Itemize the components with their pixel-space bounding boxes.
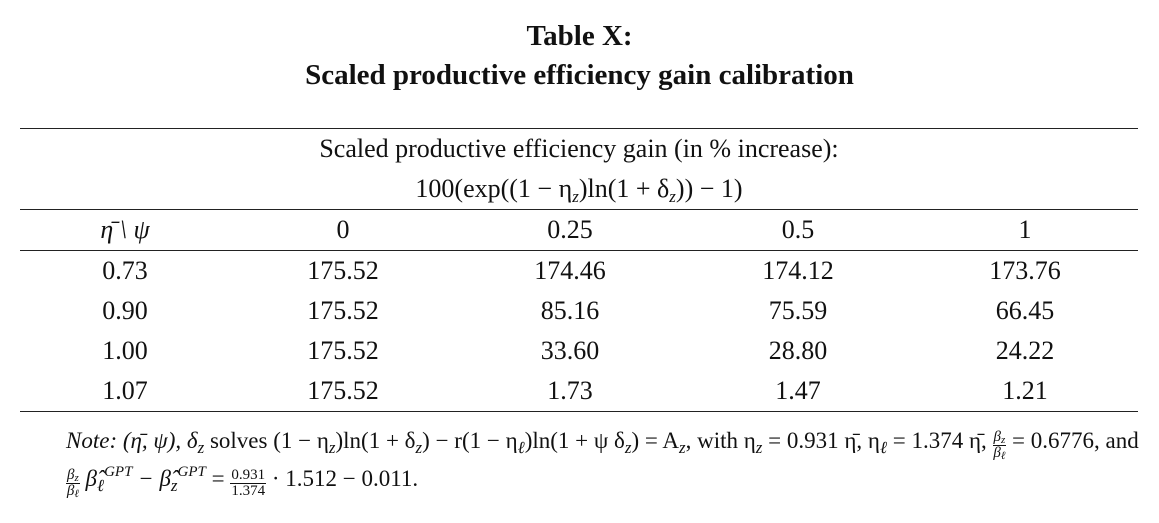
note-sub: z	[678, 438, 686, 457]
note-sub: z	[170, 476, 178, 495]
formula-sub: z	[669, 187, 676, 206]
note-sub: ℓ	[879, 438, 888, 457]
table-cell: 174.12	[762, 256, 834, 285]
table-cell: 0.90	[102, 296, 148, 325]
table-cell: 174.46	[534, 256, 606, 285]
note-text: =	[205, 466, 231, 491]
note-text: ) = A	[631, 428, 679, 453]
table-cell: 1.07	[20, 371, 230, 412]
frac-sub: ℓ	[74, 488, 79, 500]
frac-sub: ℓ	[1000, 450, 1006, 462]
note-text: · 1.512 − 0.011.	[266, 466, 419, 491]
table-cell: 75.59	[768, 296, 828, 325]
note-sub: ℓ	[96, 476, 105, 495]
table-cell: 175.52	[230, 371, 456, 412]
table-cell: 66.45	[995, 296, 1055, 325]
caption: Scaled productive efficiency gain (in % …	[20, 128, 1138, 169]
frac-part: β	[66, 483, 75, 499]
note-sup: GPT	[177, 464, 206, 480]
fraction: βz βℓ	[992, 429, 1007, 462]
column-header: 0.25	[456, 209, 684, 251]
table-cell: 24.22	[995, 336, 1055, 365]
note-sup: GPT	[104, 464, 133, 480]
formula-sub: z	[572, 187, 579, 206]
fraction: βz βℓ	[66, 467, 80, 500]
table-row: 0.73 175.52 174.46 174.12 173.76	[20, 251, 1138, 292]
formula-row: 100(exp((1 − ηz)ln(1 + δz)) − 1)	[20, 169, 1138, 210]
note-text: = 0.931 η̄, η	[762, 428, 880, 453]
table-cell: 1.21	[912, 371, 1138, 412]
caption-row: Scaled productive efficiency gain (in % …	[20, 128, 1138, 169]
note-text: = 0.6776, and	[1006, 428, 1139, 453]
table-cell: 33.60	[540, 336, 600, 365]
table-row: 0.90 175.52 85.16 75.59 66.45	[20, 291, 1138, 331]
note-text: , with η	[685, 428, 756, 453]
frac-part: β	[993, 429, 1002, 445]
note-label: Note:	[66, 428, 118, 453]
title-line: Scaled productive efficiency gain calibr…	[305, 59, 854, 91]
note-sub: z	[755, 438, 763, 457]
frac-part: β	[993, 445, 1001, 461]
table-cell: 85.16	[540, 296, 600, 325]
table-cell: 1.47	[684, 371, 912, 412]
column-header: 1	[912, 209, 1138, 251]
table-cell: 175.52	[307, 336, 379, 365]
formula-part: )) − 1)	[675, 174, 743, 203]
note-text: = 1.374 η̄,	[887, 428, 993, 453]
header-row: η̄ \ ψ 0 0.25 0.5 1	[20, 209, 1138, 251]
note-sub: z	[624, 438, 632, 457]
frac-sub: z	[74, 472, 79, 484]
title-line: Table X:	[526, 20, 633, 52]
fraction: 0.931 1.374	[230, 467, 267, 499]
note: Note: (η̄, ψ), δz solves (1 − ηz)ln(1 + …	[66, 423, 1146, 500]
table-row: 1.07 175.52 1.73 1.47 1.21	[20, 371, 1138, 412]
table-cell: 1.73	[456, 371, 684, 412]
column-header: 0	[230, 209, 456, 251]
note-text: solves (1 − η	[204, 428, 329, 453]
table-cell: 175.52	[307, 256, 379, 285]
frac-part: 0.931	[230, 467, 267, 484]
note-text: (η̄, ψ), δ	[117, 428, 198, 453]
table-cell: 1.00	[102, 336, 148, 365]
note-sub: ℓ	[517, 438, 525, 457]
table-cell: 173.76	[989, 256, 1061, 285]
table: Scaled productive efficiency gain (in % …	[20, 128, 1138, 412]
column-header: 0.5	[684, 209, 912, 251]
table-row: 1.00 175.52 33.60 28.80 24.22	[20, 331, 1138, 371]
frac-part: 1.374	[231, 483, 266, 499]
note-text: β̂	[79, 466, 97, 491]
frac-sub: z	[1001, 434, 1006, 446]
frac-part: β	[67, 467, 75, 483]
table-cell: 0.73	[102, 256, 148, 285]
column-header: η̄ \ ψ	[20, 209, 230, 251]
table-cell: 28.80	[768, 336, 828, 365]
note-sub: z	[197, 438, 205, 457]
note-text: )ln(1 + δ	[335, 428, 416, 453]
note-text: ) − r(1 − η	[422, 428, 518, 453]
note-text: − β̂	[132, 466, 171, 491]
table-cell: 175.52	[307, 296, 379, 325]
note-sub: z	[328, 438, 336, 457]
formula-part: )ln(1 + δ	[578, 174, 670, 203]
formula-part: 100(exp((1 − η	[415, 174, 573, 203]
note-sub: z	[415, 438, 423, 457]
note-text: )ln(1 + ψ δ	[524, 428, 625, 453]
formula: 100(exp((1 − ηz)ln(1 + δz)) − 1)	[20, 169, 1138, 210]
